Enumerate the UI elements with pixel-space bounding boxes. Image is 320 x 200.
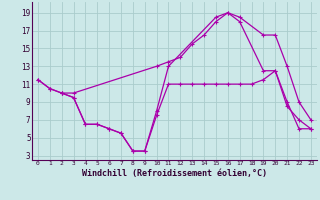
X-axis label: Windchill (Refroidissement éolien,°C): Windchill (Refroidissement éolien,°C) bbox=[82, 169, 267, 178]
